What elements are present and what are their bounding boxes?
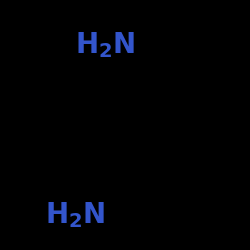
Text: $\mathbf{H_2N}$: $\mathbf{H_2N}$ <box>45 200 106 230</box>
Text: $\mathbf{H_2N}$: $\mathbf{H_2N}$ <box>75 30 136 60</box>
